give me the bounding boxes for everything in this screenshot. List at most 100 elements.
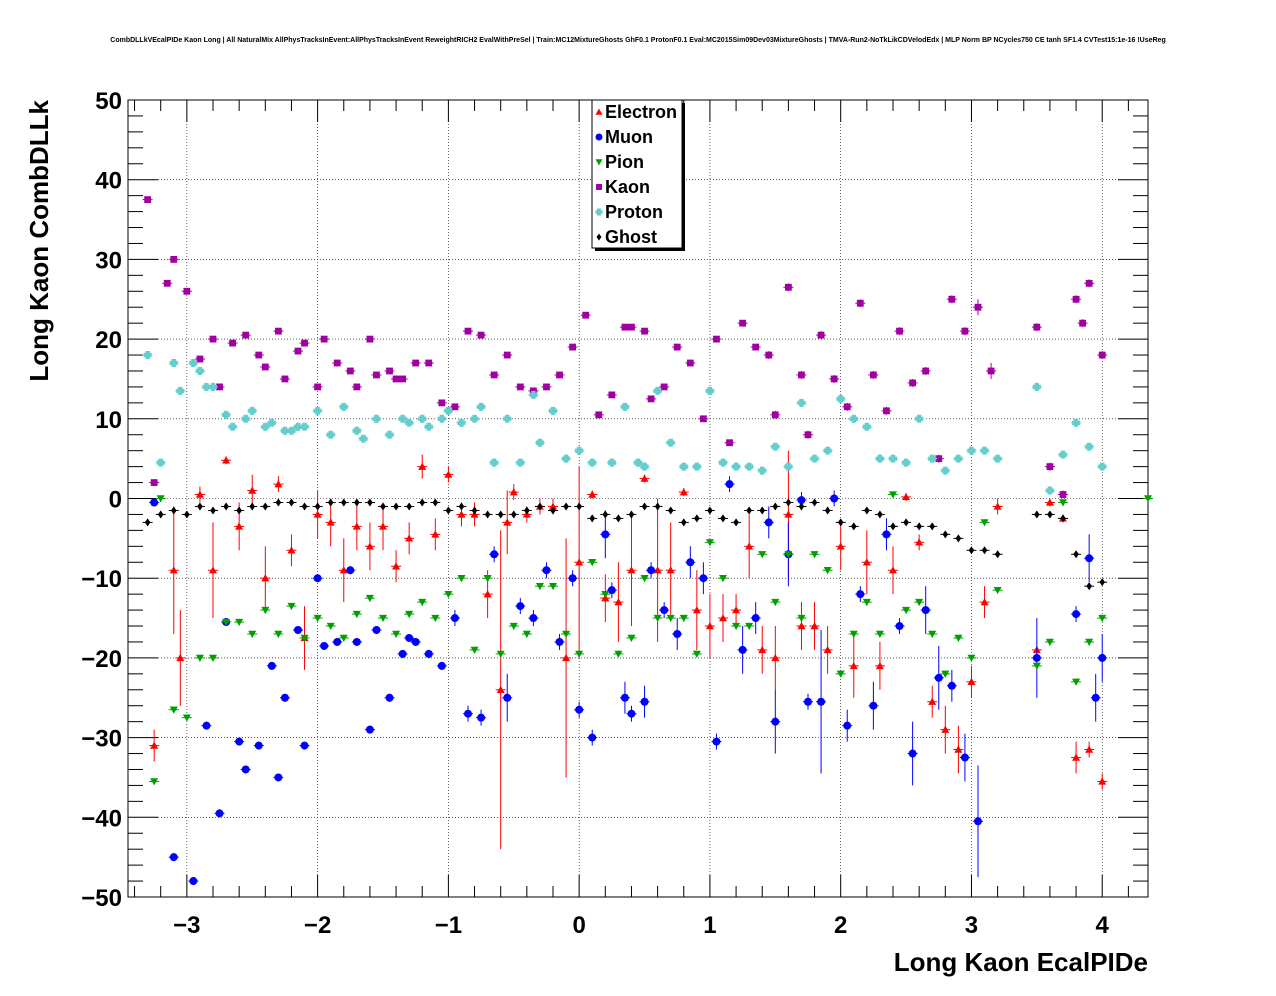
electron-point bbox=[496, 685, 505, 693]
legend-marker-ghost bbox=[596, 233, 602, 241]
ghost-point bbox=[550, 506, 556, 515]
electron-point bbox=[758, 645, 767, 654]
kaon-point bbox=[1085, 279, 1093, 287]
electron-point bbox=[418, 462, 427, 470]
legend-label-ghost: Ghost bbox=[605, 227, 657, 247]
muon-point bbox=[352, 637, 361, 646]
muon-point bbox=[699, 574, 708, 583]
kaon-point bbox=[961, 327, 969, 335]
electron-point bbox=[1072, 753, 1081, 761]
pion-point bbox=[941, 670, 950, 678]
muon-point bbox=[882, 530, 891, 539]
proton-point bbox=[915, 414, 924, 423]
ghost-point bbox=[641, 502, 648, 511]
pion-point bbox=[248, 630, 257, 638]
muon-point bbox=[686, 558, 695, 567]
ghost-point bbox=[707, 506, 713, 515]
pion-point bbox=[379, 614, 387, 623]
muon-point bbox=[300, 741, 309, 750]
ghost-point bbox=[393, 502, 399, 511]
electron-point bbox=[562, 653, 571, 662]
ghost-point bbox=[955, 534, 962, 543]
proton-point bbox=[261, 422, 270, 431]
muon-point bbox=[588, 733, 597, 742]
pion-point bbox=[849, 630, 858, 638]
ghost-point bbox=[497, 510, 504, 519]
proton-point bbox=[928, 454, 937, 463]
x-tick-label: 2 bbox=[834, 912, 847, 939]
ghost-point bbox=[824, 506, 831, 515]
kaon-point bbox=[314, 383, 322, 391]
proton-point bbox=[143, 351, 152, 360]
pion-point bbox=[1085, 638, 1094, 646]
proton-point bbox=[1098, 462, 1107, 471]
ghost-point bbox=[419, 498, 426, 507]
electron-point bbox=[627, 566, 636, 574]
proton-point bbox=[640, 462, 649, 471]
kaon-point bbox=[261, 363, 269, 371]
ghost-point bbox=[354, 498, 360, 507]
muon-point bbox=[333, 637, 342, 646]
ghost-point bbox=[327, 498, 334, 507]
muon-point bbox=[254, 741, 263, 750]
electron-point bbox=[836, 542, 845, 550]
muon-point bbox=[974, 817, 982, 826]
muon-point bbox=[516, 602, 525, 611]
proton-point bbox=[424, 422, 433, 431]
pion-point bbox=[274, 630, 283, 638]
ghost-point bbox=[471, 506, 478, 515]
ghost-point bbox=[524, 506, 530, 515]
proton-point bbox=[228, 422, 237, 431]
muon-point bbox=[856, 590, 865, 599]
muon-point bbox=[1085, 554, 1094, 563]
electron-point bbox=[575, 558, 584, 566]
pion-point bbox=[1072, 678, 1081, 686]
electron-point bbox=[797, 622, 806, 630]
pion-point bbox=[993, 586, 1002, 595]
pion-point bbox=[562, 630, 571, 638]
muon-point bbox=[725, 480, 734, 489]
electron-point bbox=[954, 745, 963, 753]
proton-point bbox=[666, 438, 675, 447]
ghost-point bbox=[785, 498, 792, 507]
kaon-point bbox=[771, 411, 779, 419]
electron-point bbox=[1045, 498, 1054, 506]
proton-point bbox=[418, 414, 427, 423]
proton-point bbox=[1072, 418, 1081, 427]
kaon-point bbox=[209, 335, 217, 343]
muon-point bbox=[804, 697, 812, 706]
muon-point bbox=[869, 701, 878, 710]
ghost-point bbox=[667, 506, 674, 515]
proton-point bbox=[607, 458, 616, 467]
ghost-point bbox=[184, 510, 190, 519]
muon-point bbox=[274, 773, 283, 782]
ghost-point bbox=[694, 514, 700, 523]
proton-point bbox=[849, 414, 858, 423]
y-tick-label: 30 bbox=[95, 247, 122, 274]
muon-point bbox=[365, 725, 374, 734]
proton-point bbox=[202, 382, 211, 391]
x-tick-label: 0 bbox=[572, 912, 585, 939]
kaon-point bbox=[817, 331, 825, 339]
pion-point bbox=[326, 622, 335, 631]
pion-point bbox=[928, 630, 937, 638]
proton-point bbox=[437, 414, 446, 423]
proton-point bbox=[372, 414, 381, 423]
electron-point bbox=[771, 653, 780, 662]
muon-point bbox=[503, 693, 512, 702]
electron-point bbox=[509, 488, 518, 496]
legend-marker-proton bbox=[595, 208, 603, 216]
kaon-point bbox=[392, 375, 400, 383]
proton-point bbox=[588, 458, 597, 467]
muon-point bbox=[267, 661, 276, 670]
proton-point bbox=[248, 406, 257, 415]
muon-point bbox=[817, 697, 826, 706]
kaon-point bbox=[909, 379, 917, 387]
muon-point bbox=[738, 645, 747, 654]
proton-point bbox=[287, 426, 296, 435]
kaon-point bbox=[216, 383, 223, 391]
proton-point bbox=[692, 462, 701, 471]
kaon-point bbox=[1079, 319, 1087, 327]
pion-point bbox=[588, 559, 597, 567]
